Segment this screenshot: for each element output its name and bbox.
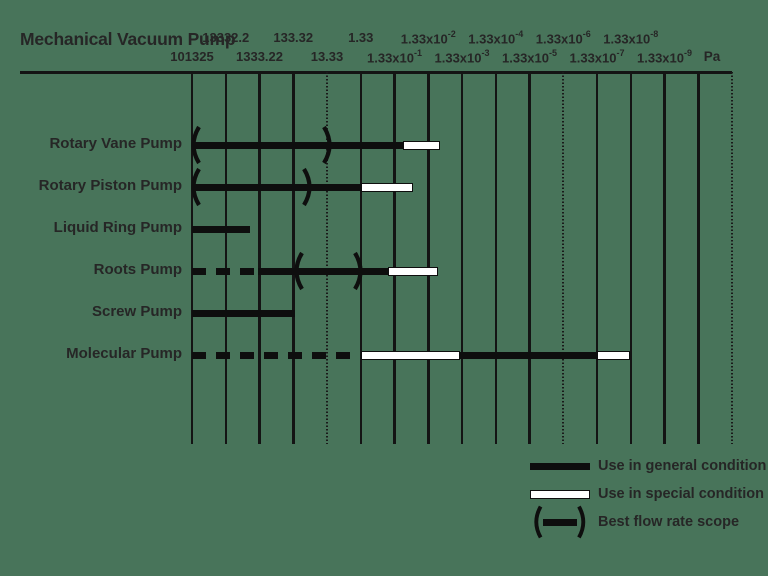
gridline-solid bbox=[359, 72, 362, 444]
bar-segment-special bbox=[402, 140, 441, 150]
pump-label: Rotary Vane Pump bbox=[49, 135, 182, 152]
axis-tick-label: 1.33x10-1 bbox=[366, 48, 423, 66]
axis-tick-label: 1.33x10-2 bbox=[400, 29, 456, 47]
axis-tick-label: 1.33x10-3 bbox=[434, 48, 490, 66]
legend-label: Best flow rate scope bbox=[598, 514, 740, 530]
close-paren-icon bbox=[577, 505, 586, 539]
special-condition-swatch bbox=[530, 489, 590, 499]
gridline-solid bbox=[224, 72, 227, 444]
bar-segment-dashed bbox=[192, 267, 259, 275]
axis-tick-label: 13.33 bbox=[310, 49, 344, 64]
axis-tick-label: 1.33x10-8 bbox=[603, 29, 659, 47]
bar-segment-general bbox=[459, 351, 597, 359]
open-paren-icon bbox=[534, 505, 543, 539]
chart-title: Mechanical Vacuum Pump bbox=[20, 29, 236, 49]
bar-segment-general bbox=[192, 183, 361, 191]
axis-tick-label: 1333.22 bbox=[236, 49, 283, 64]
gridline-solid bbox=[595, 72, 599, 444]
axis-tick-label: 1.33 bbox=[348, 30, 374, 45]
gridline-dotted bbox=[325, 72, 328, 444]
bar-segment-special bbox=[597, 350, 631, 360]
gridline-solid bbox=[494, 72, 497, 444]
legend-label: Use in special condition bbox=[598, 486, 764, 502]
gridline-solid bbox=[258, 72, 261, 444]
axis-tick-label: 1.33x10-9 bbox=[636, 48, 693, 66]
pump-label: Liquid Ring Pump bbox=[53, 219, 182, 236]
bar-segment-special bbox=[360, 350, 460, 360]
bar-segment-general bbox=[192, 309, 295, 317]
bar-segment-general bbox=[192, 141, 403, 149]
bar-segment-special bbox=[387, 266, 439, 276]
gridline-solid bbox=[292, 72, 295, 444]
bar-segment-special bbox=[360, 182, 414, 192]
best-flow-close-paren-icon bbox=[298, 165, 320, 209]
gridline-solid bbox=[190, 72, 194, 444]
bar-segment-dashed bbox=[192, 351, 359, 359]
axis-tick-label: 1.33x10-6 bbox=[535, 29, 591, 47]
best-flow-open-paren-icon bbox=[286, 249, 308, 293]
legend-label: Use in general condition bbox=[598, 458, 767, 474]
best-flow-scope-swatch bbox=[530, 503, 590, 541]
pressure-axis-line bbox=[20, 71, 732, 74]
legend-item-special: Use in special condition bbox=[530, 484, 766, 504]
best-flow-close-paren-icon bbox=[318, 123, 340, 167]
pump-label: Molecular Pump bbox=[66, 345, 182, 362]
general-condition-swatch bbox=[530, 462, 590, 470]
pump-label: Rotary Piston Pump bbox=[38, 177, 182, 194]
gridline-solid bbox=[629, 72, 632, 444]
best-flow-open-paren-icon bbox=[183, 165, 205, 209]
axis-tick-label: 13332.2 bbox=[202, 30, 250, 45]
gridline-solid bbox=[663, 72, 666, 444]
gridline-solid bbox=[460, 72, 464, 444]
gridline-dotted bbox=[730, 72, 733, 444]
bar-segment-general bbox=[258, 267, 388, 275]
axis-tick-label: 1.33x10-5 bbox=[501, 48, 558, 66]
legend-item-best-flow: Best flow rate scope bbox=[530, 505, 766, 539]
legend: Use in general condition Use in special … bbox=[530, 456, 766, 540]
bar-segment-general bbox=[192, 225, 251, 233]
axis-tick-label: 133.32 bbox=[273, 30, 314, 45]
gridline-solid bbox=[393, 72, 396, 444]
pump-label: Roots Pump bbox=[93, 261, 182, 278]
axis-tick-label: 101325 bbox=[170, 49, 214, 64]
gridline-dotted bbox=[562, 72, 564, 444]
best-flow-open-paren-icon bbox=[183, 123, 205, 167]
best-flow-bar bbox=[542, 518, 578, 526]
gridline-solid bbox=[697, 72, 700, 444]
gridline-solid bbox=[427, 72, 430, 444]
best-flow-close-paren-icon bbox=[349, 249, 371, 293]
legend-item-general: Use in general condition bbox=[530, 456, 766, 476]
gridline-solid bbox=[528, 72, 531, 444]
pump-label: Screw Pump bbox=[91, 303, 182, 320]
axis-tick-label: 1.33x10-4 bbox=[468, 29, 524, 47]
axis-unit-label: Pa bbox=[703, 49, 721, 64]
axis-tick-label: 1.33x10-7 bbox=[569, 48, 625, 66]
